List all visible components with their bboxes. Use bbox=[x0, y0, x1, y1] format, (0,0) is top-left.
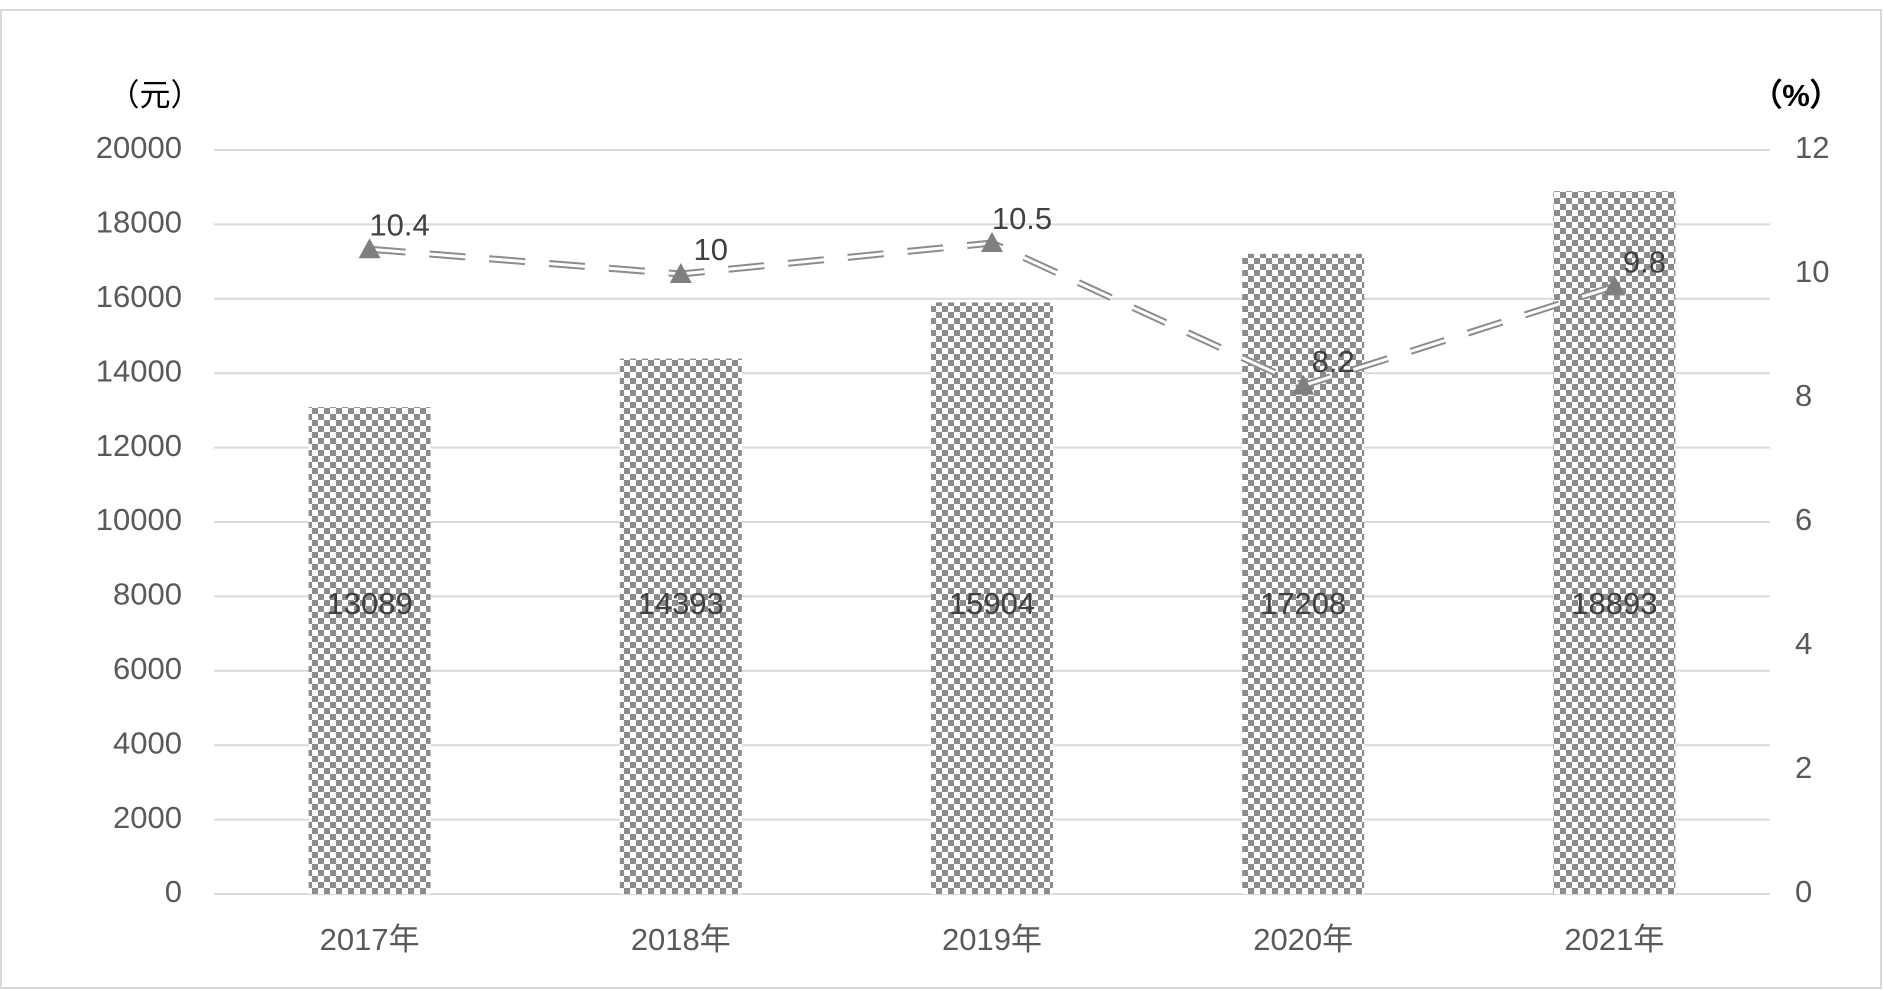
y-axis-title: （元） bbox=[109, 78, 202, 113]
y-tick-label: 8000 bbox=[113, 577, 182, 612]
y2-tick-label: 10 bbox=[1795, 254, 1829, 289]
y-tick-label: 12000 bbox=[96, 428, 182, 463]
line-marker bbox=[1603, 275, 1626, 296]
y2-tick-label: 8 bbox=[1795, 378, 1812, 413]
line-marker bbox=[981, 232, 1003, 252]
line-marker bbox=[669, 263, 692, 283]
y-tick-label: 0 bbox=[165, 874, 182, 909]
y-tick-label: 4000 bbox=[113, 725, 182, 760]
bar bbox=[308, 407, 431, 894]
line-value-label: 8.2 bbox=[1312, 344, 1355, 379]
y2-tick-label: 0 bbox=[1795, 874, 1812, 909]
line-value-label: 10 bbox=[694, 232, 728, 267]
line-marker bbox=[1292, 374, 1315, 395]
line-value-label: 10.5 bbox=[992, 201, 1052, 236]
y-tick-label: 18000 bbox=[96, 205, 182, 240]
x-tick-label: 2018年 bbox=[631, 922, 731, 957]
y2-tick-label: 4 bbox=[1795, 626, 1812, 661]
y-tick-label: 14000 bbox=[96, 353, 182, 388]
bar-value-label: 14393 bbox=[638, 586, 724, 621]
y2-tick-label: 2 bbox=[1795, 750, 1812, 785]
x-tick-label: 2017年 bbox=[320, 922, 420, 957]
line-value-label: 9.8 bbox=[1623, 245, 1666, 280]
bar bbox=[931, 302, 1053, 894]
y2-axis-title: （%） bbox=[1751, 78, 1841, 113]
bar-value-label: 13089 bbox=[326, 586, 412, 621]
y-tick-label: 20000 bbox=[96, 130, 182, 165]
y-tick-label: 2000 bbox=[113, 800, 182, 835]
frame bbox=[0, 9, 1882, 989]
bar-value-label: 17208 bbox=[1260, 586, 1346, 621]
x-tick-label: 2019年 bbox=[942, 922, 1042, 957]
y2-tick-label: 6 bbox=[1795, 502, 1812, 537]
bar-value-label: 15904 bbox=[949, 586, 1035, 621]
line-value-label: 10.4 bbox=[369, 207, 429, 242]
bar bbox=[1553, 191, 1676, 894]
x-tick-label: 2021年 bbox=[1564, 922, 1664, 957]
line-marker bbox=[358, 238, 381, 259]
y-tick-label: 16000 bbox=[96, 279, 182, 314]
y2-tick-label: 12 bbox=[1795, 130, 1829, 165]
bar-value-label: 18893 bbox=[1571, 586, 1657, 621]
bar bbox=[1242, 253, 1365, 894]
y-tick-label: 10000 bbox=[96, 502, 182, 537]
x-tick-label: 2020年 bbox=[1253, 922, 1353, 957]
y-tick-label: 6000 bbox=[113, 651, 182, 686]
bar bbox=[619, 358, 742, 894]
